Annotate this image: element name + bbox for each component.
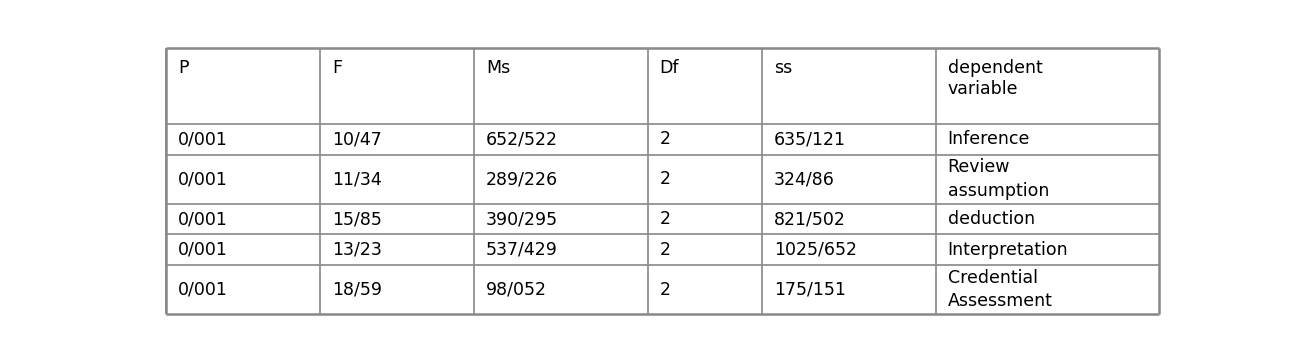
Text: 10/47: 10/47 [332,130,382,148]
Text: 98/052: 98/052 [486,281,547,298]
Text: Credential
Assessment: Credential Assessment [948,269,1053,310]
Text: Inference: Inference [948,130,1029,148]
Text: 2: 2 [659,241,671,258]
Text: 13/23: 13/23 [332,241,382,258]
Text: F: F [332,59,342,77]
Text: 15/85: 15/85 [332,210,382,228]
Text: 2: 2 [659,210,671,228]
Text: 390/295: 390/295 [486,210,559,228]
Text: 2: 2 [659,170,671,188]
Text: 652/522: 652/522 [486,130,559,148]
Text: 0/001: 0/001 [178,281,228,298]
Text: P: P [178,59,188,77]
Text: ss: ss [774,59,792,77]
Text: Ms: Ms [486,59,511,77]
Text: 821/502: 821/502 [774,210,846,228]
Text: 18/59: 18/59 [332,281,382,298]
Text: 0/001: 0/001 [178,130,228,148]
Text: 1025/652: 1025/652 [774,241,857,258]
Text: 0/001: 0/001 [178,210,228,228]
Text: dependent
variable: dependent variable [948,59,1042,98]
Text: 175/151: 175/151 [774,281,846,298]
Text: Df: Df [659,59,680,77]
Text: 11/34: 11/34 [332,170,382,188]
Text: 2: 2 [659,130,671,148]
Text: Interpretation: Interpretation [948,241,1068,258]
Text: 289/226: 289/226 [486,170,559,188]
Text: 537/429: 537/429 [486,241,557,258]
Text: deduction: deduction [948,210,1035,228]
Text: 0/001: 0/001 [178,170,228,188]
Text: Review
assumption: Review assumption [948,158,1049,200]
Text: 2: 2 [659,281,671,298]
Text: 324/86: 324/86 [774,170,835,188]
Text: 635/121: 635/121 [774,130,846,148]
Text: 0/001: 0/001 [178,241,228,258]
